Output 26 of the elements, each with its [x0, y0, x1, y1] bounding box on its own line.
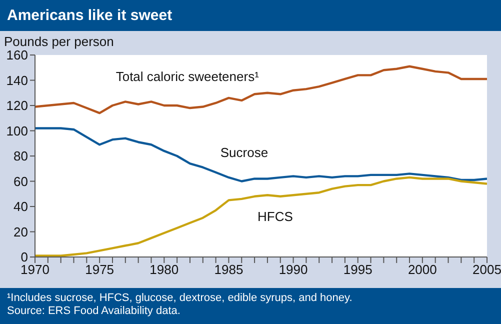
line-series	[35, 127, 487, 182]
y-tick-label: 60	[14, 174, 28, 189]
series-label: Total caloric sweeteners¹	[116, 69, 260, 84]
x-tick-label: 1970	[20, 262, 50, 278]
y-tick-label: 0	[20, 250, 28, 265]
line-series	[35, 65, 487, 114]
x-tick-label: 2000	[408, 262, 437, 278]
y-tick-label: 20	[14, 224, 28, 240]
y-axis-title: Pounds per person	[4, 34, 114, 49]
y-tick-label: 100	[6, 123, 28, 138]
y-tick-label: 120	[6, 98, 28, 114]
x-tick-label: 1985	[214, 262, 244, 278]
source-note: Source: ERS Food Availability data.	[7, 305, 182, 318]
text: ¹Includes sucrose, HFCS, glucose, dextrose, edible syrups, and honey.	[7, 292, 354, 305]
x-tick-label: 2005	[472, 262, 501, 278]
series-label: Sucrose	[220, 144, 268, 160]
y-tick-label: 140	[6, 72, 28, 88]
y-tick-label: 160	[6, 48, 28, 63]
x-tick-label: 1995	[343, 262, 372, 278]
chart-title: Americans like it sweet	[0, 0, 501, 31]
x-tick-label: 1980	[150, 262, 179, 278]
x-tick-label: 1975	[85, 262, 114, 278]
y-tick-label: 40	[14, 199, 28, 214]
series-label: HFCS	[258, 209, 294, 224]
x-tick-label: 1990	[278, 262, 308, 278]
y-tick-label: 80	[14, 148, 28, 164]
